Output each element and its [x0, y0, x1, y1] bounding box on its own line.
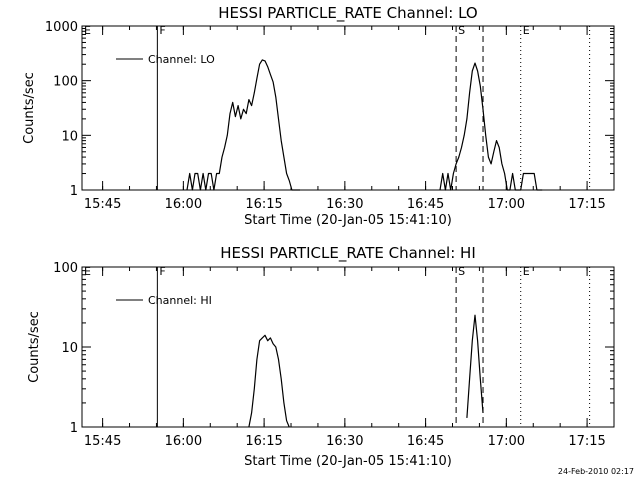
x-axis-label: Start Time (20-Jan-05 15:41:10) — [244, 213, 452, 228]
x-tick-label: 16:00 — [165, 434, 202, 449]
y-tick-label: 1000 — [45, 20, 78, 35]
legend-entry: Channel: LO — [148, 53, 215, 66]
series-line-1 — [186, 59, 300, 191]
y-tick-label: 1 — [70, 421, 78, 436]
y-axis-label: Counts/sec — [22, 72, 37, 144]
x-tick-label: 16:30 — [326, 434, 363, 449]
y-tick-label: 1 — [70, 184, 78, 199]
event-marker-label: S — [458, 265, 465, 278]
hi-channel-panel: HESSI PARTICLE_RATE Channel: HI Start Tim… — [27, 244, 615, 469]
y-tick-label: 10 — [61, 129, 78, 144]
plot-frame — [81, 266, 615, 428]
x-tick-label: 16:15 — [245, 434, 282, 449]
x-tick-label: 17:00 — [488, 434, 525, 449]
x-tick-label: 16:45 — [407, 434, 444, 449]
event-marker-label: F — [159, 24, 165, 37]
x-tick-label: 17:15 — [568, 197, 605, 212]
footer-timestamp: 24-Feb-2010 02:17 — [557, 467, 634, 476]
event-marker-label: E — [84, 265, 91, 278]
x-tick-label: 17:00 — [488, 197, 525, 212]
x-tick-label: 16:15 — [245, 197, 282, 212]
series-line-1 — [439, 62, 543, 191]
event-marker-label: E — [523, 265, 530, 278]
series-line-1 — [466, 314, 484, 418]
event-marker-label: E — [523, 24, 530, 37]
x-tick-label: 15:45 — [84, 434, 121, 449]
series-line-1 — [248, 334, 290, 428]
x-tick-label: 16:30 — [326, 197, 363, 212]
y-tick-label: 100 — [53, 261, 78, 276]
chart-title: HESSI PARTICLE_RATE Channel: LO — [218, 4, 477, 23]
chart-title: HESSI PARTICLE_RATE Channel: HI — [220, 244, 476, 263]
plot-frame — [81, 25, 615, 191]
event-marker-label: E — [84, 24, 91, 37]
x-tick-label: 15:45 — [84, 197, 121, 212]
legend-entry: Channel: HI — [148, 294, 212, 307]
x-tick-label: 16:00 — [165, 197, 202, 212]
y-axis-label: Counts/sec — [27, 311, 42, 383]
y-tick-label: 10 — [61, 341, 78, 356]
lo-channel-panel: HESSI PARTICLE_RATE Channel: LO Start Tim… — [22, 4, 615, 228]
x-tick-label: 16:45 — [407, 197, 444, 212]
event-marker-label: S — [458, 24, 465, 37]
x-tick-label: 17:15 — [568, 434, 605, 449]
y-tick-label: 100 — [53, 75, 78, 90]
event-marker-label: F — [159, 265, 165, 278]
x-axis-label: Start Time (20-Jan-05 15:41:10) — [244, 454, 452, 469]
